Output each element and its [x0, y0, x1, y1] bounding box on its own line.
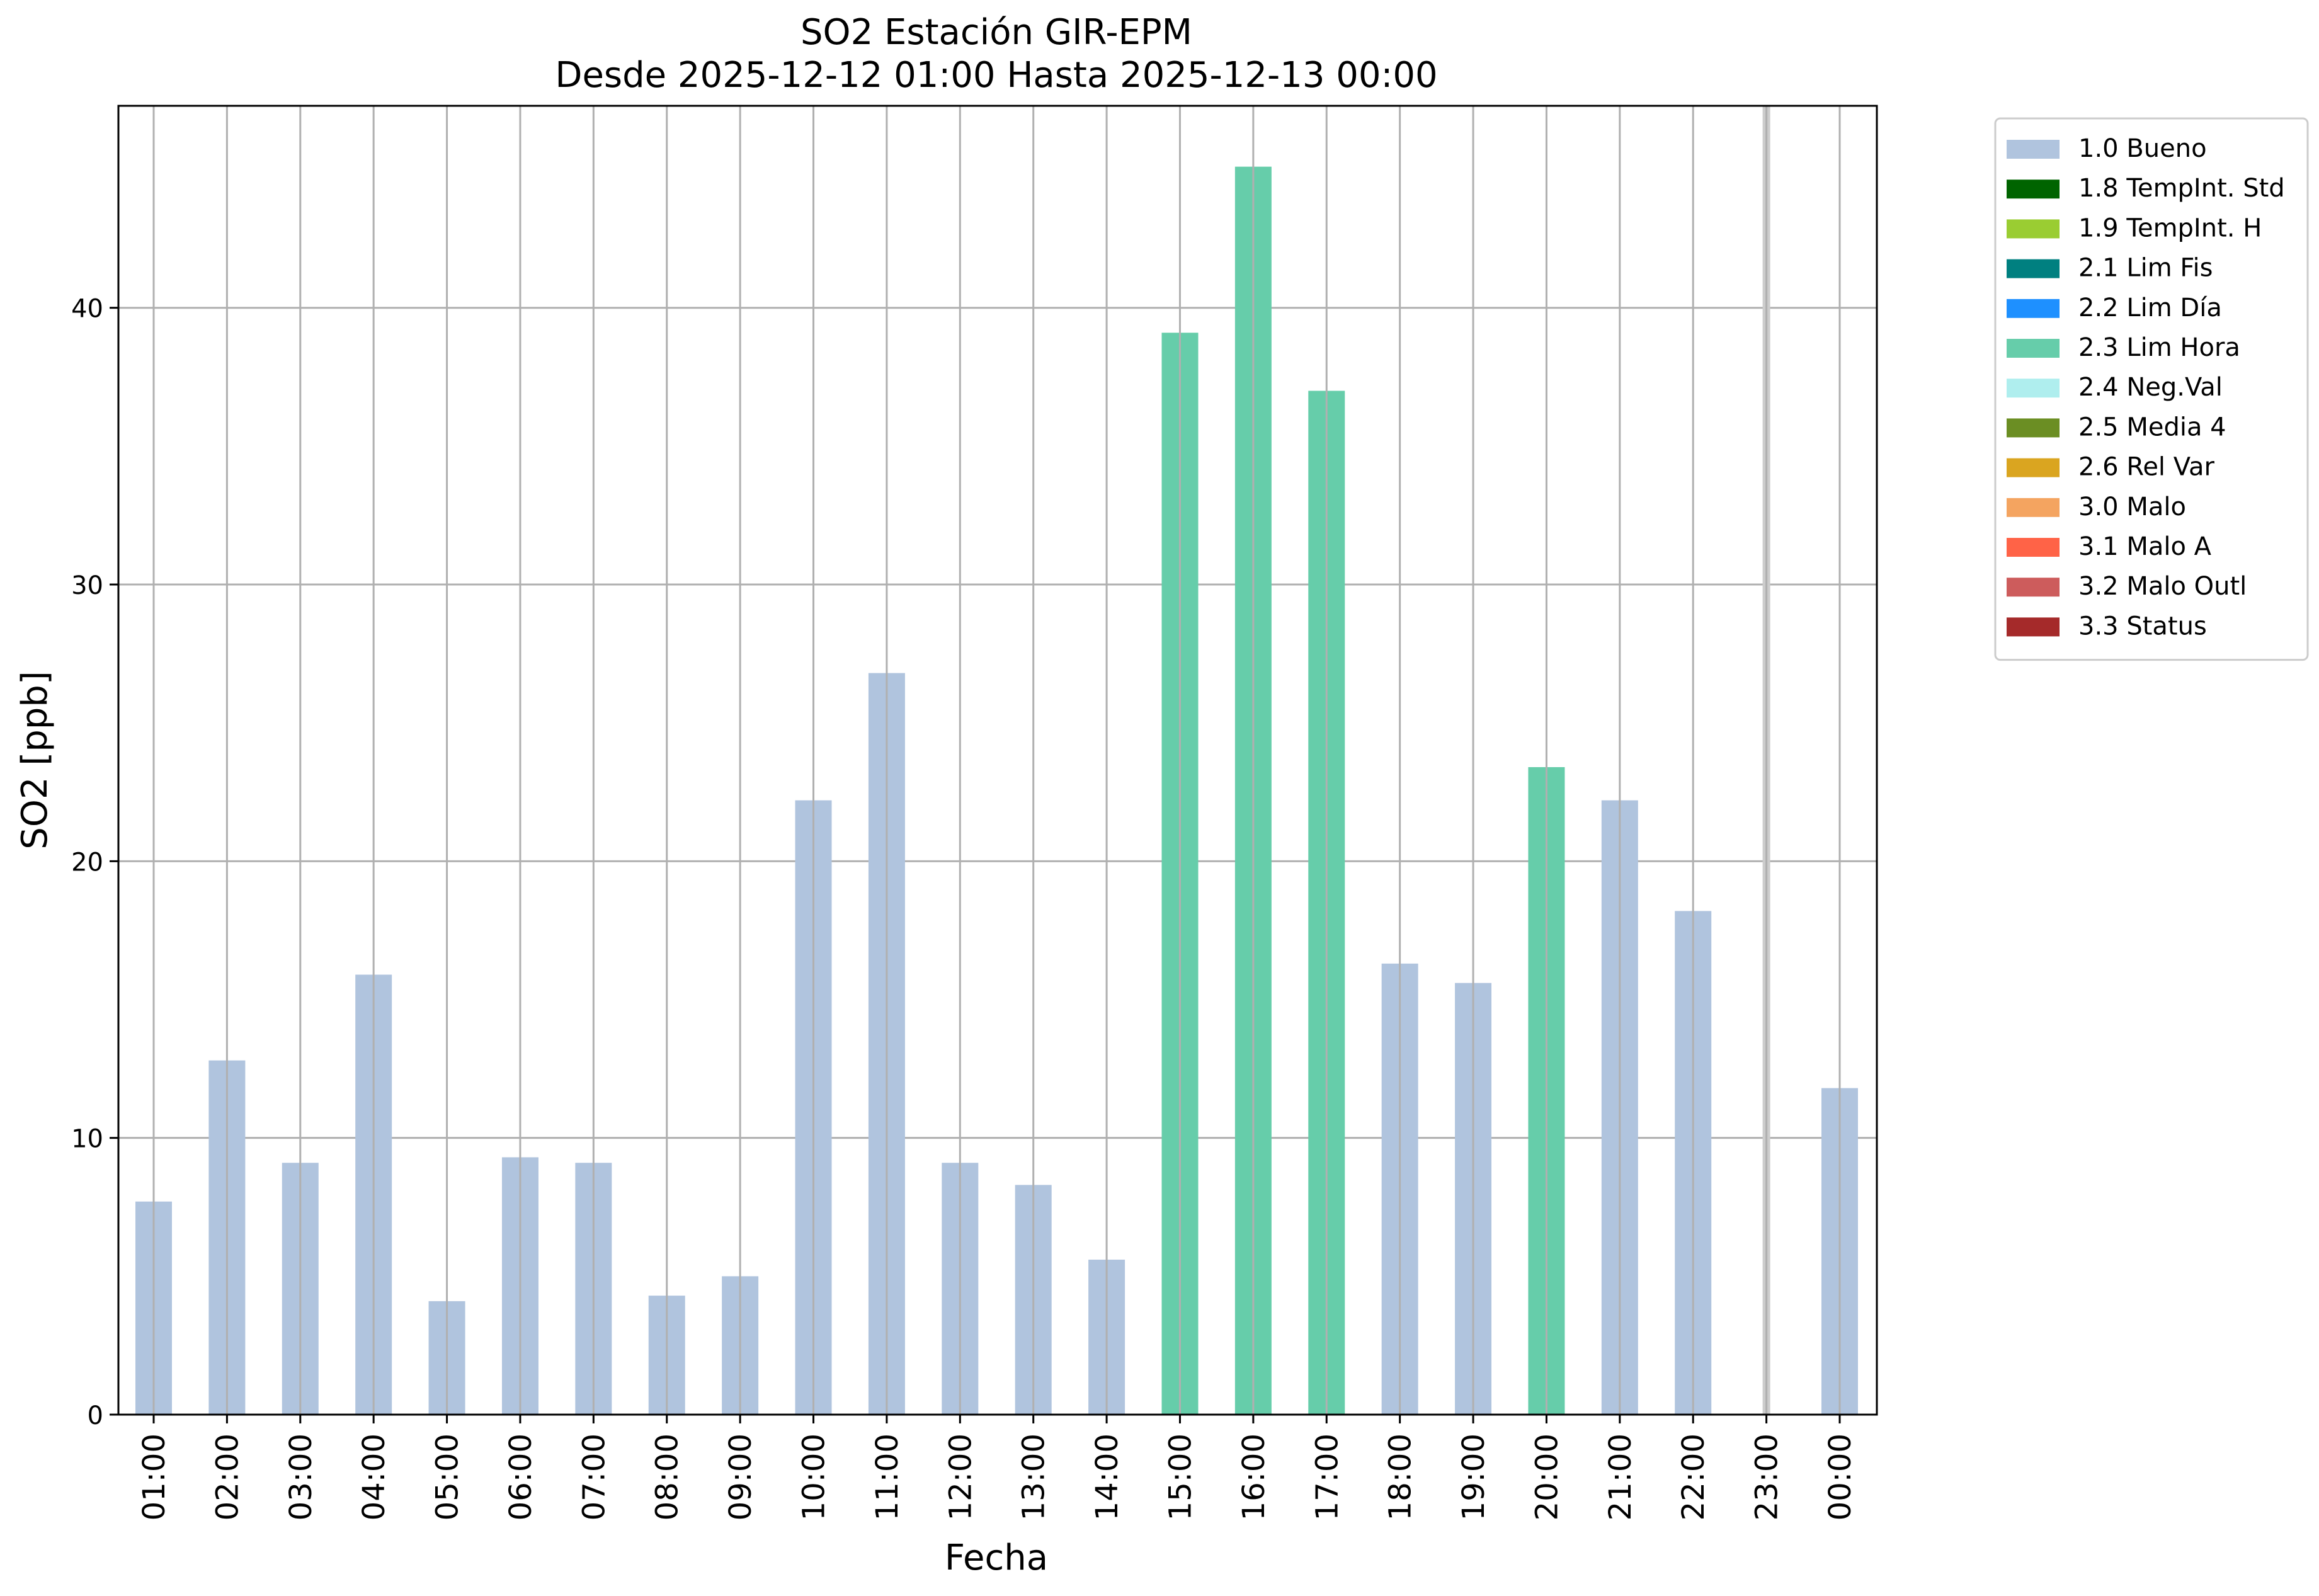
y-axis: 0 10 20 30 40: [71, 295, 118, 1430]
legend-entry-label: 3.3 Status: [2078, 612, 2207, 641]
x-tick-label: 15:00: [1163, 1434, 1198, 1520]
x-tick-label: 07:00: [576, 1434, 612, 1520]
legend-swatch: [2007, 180, 2060, 199]
chart-title: SO2 Estación GIR-EPM: [801, 12, 1192, 53]
x-tick-label: 14:00: [1090, 1434, 1125, 1520]
legend-entry-label: 2.1 Lim Fis: [2078, 254, 2213, 283]
x-tick-label: 22:00: [1676, 1434, 1711, 1520]
legend-swatch: [2007, 299, 2060, 318]
legend-entry-label: 3.2 Malo Outl: [2078, 572, 2247, 601]
legend-swatch: [2007, 379, 2060, 398]
legend-entry-label: 2.5 Media 4: [2078, 413, 2226, 442]
x-tick-label: 19:00: [1456, 1434, 1491, 1520]
x-tick-label: 08:00: [650, 1434, 685, 1520]
x-tick-label: 04:00: [356, 1434, 392, 1520]
legend-swatch: [2007, 498, 2060, 517]
legend-entry-label: 1.9 TempInt. H: [2078, 214, 2262, 242]
x-tick-label: 13:00: [1017, 1434, 1052, 1520]
x-tick-label: 12:00: [943, 1434, 978, 1520]
x-tick-label: 17:00: [1309, 1434, 1345, 1520]
legend-entry-label: 1.0 Bueno: [2078, 134, 2207, 163]
x-tick-label: 11:00: [870, 1434, 905, 1520]
y-tick-label: 0: [88, 1401, 103, 1430]
x-tick-label: 01:00: [137, 1434, 172, 1520]
y-tick-label: 30: [71, 571, 103, 600]
x-tick-label: 23:00: [1750, 1434, 1785, 1520]
bars: [135, 106, 1858, 1415]
y-axis-label: SO2 [ppb]: [14, 671, 55, 849]
vertical-grid-lines: [152, 106, 1841, 1415]
x-tick-label: 05:00: [430, 1434, 465, 1520]
legend-swatch: [2007, 418, 2060, 438]
x-tick-label: 16:00: [1236, 1434, 1272, 1520]
legend-entry-label: 2.3 Lim Hora: [2078, 333, 2240, 362]
x-tick-label: 09:00: [723, 1434, 758, 1520]
x-tick-label: 06:00: [503, 1434, 538, 1520]
legend-entry-label: 3.0 Malo: [2078, 493, 2186, 522]
legend-entry-label: 2.2 Lim Día: [2078, 294, 2222, 322]
legend-swatch: [2007, 617, 2060, 637]
x-tick-label: 03:00: [283, 1434, 319, 1520]
x-tick-label: 02:00: [210, 1434, 245, 1520]
x-tick-label: 10:00: [797, 1434, 832, 1520]
y-tick-label: 10: [71, 1125, 103, 1154]
legend-box: [1994, 117, 2309, 661]
legend-swatch: [2007, 140, 2060, 159]
legend-entry-label: 2.4 Neg.Val: [2078, 373, 2223, 402]
legend-entry-label: 2.6 Rel Var: [2078, 453, 2215, 482]
legend-swatch: [2007, 538, 2060, 557]
x-axis-label: Fecha: [945, 1537, 1048, 1578]
x-tick-label: 21:00: [1603, 1434, 1638, 1520]
legend-swatch: [2007, 578, 2060, 597]
y-tick-label: 20: [71, 848, 103, 877]
x-tick-label: 18:00: [1383, 1434, 1418, 1520]
chart-subtitle: Desde 2025-12-12 01:00 Hasta 2025-12-13 …: [555, 55, 1437, 96]
legend-entry-label: 1.8 TempInt. Std: [2078, 174, 2285, 203]
y-tick-label: 40: [71, 295, 103, 324]
legend-swatch: [2007, 458, 2060, 477]
legend-entry-label: 3.1 Malo A: [2078, 532, 2212, 561]
legend-swatch: [2007, 339, 2060, 358]
legend: 1.0 Bueno 1.8 TempInt. Std 1.9 TempInt. H 2…: [1994, 117, 2309, 661]
plot-frame: [117, 105, 1878, 1416]
x-tick-label: 20:00: [1529, 1434, 1564, 1520]
x-axis: 01:00 02:00 03:00 04:00 05:00 06:00 07:00 08:00…: [137, 1415, 1858, 1520]
legend-swatch: [2007, 219, 2060, 239]
legend-swatch: [2007, 259, 2060, 278]
x-tick-label: 00:00: [1823, 1434, 1858, 1520]
